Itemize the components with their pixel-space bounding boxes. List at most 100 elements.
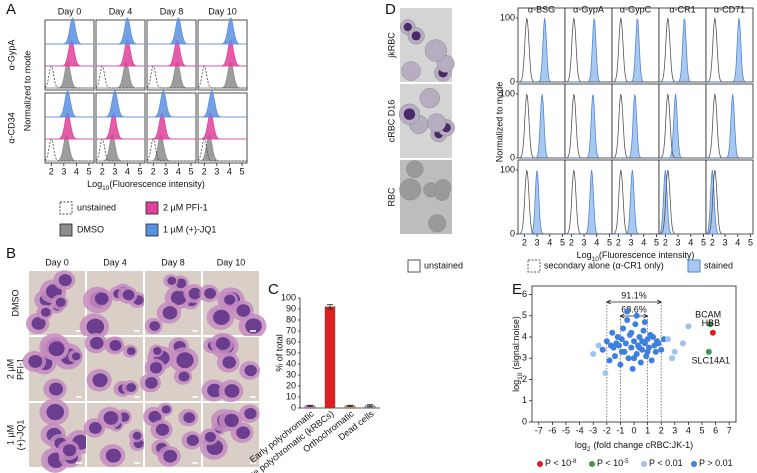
y-tick-label: 100	[500, 164, 515, 174]
x-tick-label: 5	[560, 237, 565, 247]
y-tick-label: 100	[500, 88, 515, 98]
x-tick-label: 3	[535, 237, 540, 247]
x-tick-label: 2	[522, 237, 527, 247]
x-axis-label: Log10(Fluorescence intensity)	[577, 250, 695, 262]
y-axis-label: % of total	[274, 334, 284, 372]
y-tick-label: 100	[500, 12, 515, 22]
y-tick-label: 70	[286, 325, 296, 335]
histogram-unstained	[518, 93, 565, 159]
cell	[406, 160, 424, 178]
nucleus	[170, 290, 187, 305]
nucleus	[105, 448, 122, 463]
legend-marker	[537, 461, 543, 467]
x-tick-label: 3	[214, 166, 219, 176]
x-tick-label: -1	[616, 425, 624, 435]
x-axis-label-base: Log	[577, 250, 592, 260]
nucleus	[183, 412, 196, 423]
x-tick-label: -4	[576, 425, 584, 435]
cell	[399, 178, 422, 201]
y-axis-label: Normalized to mode	[22, 51, 32, 132]
legend-label: stained	[704, 260, 733, 270]
histogram-unstained	[146, 138, 196, 162]
x-tick-label: 4	[547, 237, 552, 247]
micrograph	[22, 333, 86, 402]
legend-label: 2 µM PFI-1	[163, 202, 208, 212]
legend-label-text: P < 10	[545, 458, 571, 468]
error-bar	[367, 404, 373, 408]
nucleus	[132, 431, 142, 440]
point	[636, 344, 643, 351]
nucleus	[62, 444, 77, 457]
cell	[419, 88, 440, 109]
histogram	[45, 112, 94, 140]
nucleus	[28, 355, 43, 368]
point	[620, 325, 627, 332]
column-header: Day 8	[161, 257, 185, 267]
column-header: Day 10	[208, 6, 237, 16]
histogram-unstained	[706, 93, 753, 159]
nucleus	[86, 318, 105, 335]
nucleus	[109, 340, 122, 351]
nucleus	[148, 410, 162, 423]
x-tick-label: -5	[562, 425, 570, 435]
histogram	[147, 112, 196, 140]
histogram-unstained	[518, 169, 565, 235]
y-axis-label-rest: (signal:noise)	[511, 316, 521, 370]
histogram-unstained	[95, 138, 145, 162]
x-axis-label: Log10(Fluorescence intensity)	[87, 179, 205, 191]
x-tick-label: 2	[49, 166, 54, 176]
nucleus	[46, 403, 65, 421]
point	[644, 336, 651, 343]
micrograph	[84, 332, 144, 402]
legend-label: P < 10-5	[597, 458, 629, 468]
legend-label-sup: -8	[571, 459, 577, 465]
x-tick-label: 4	[688, 237, 693, 247]
legend-swatch	[59, 201, 73, 215]
histogram-frame	[146, 92, 197, 164]
histogram-unstained	[197, 138, 247, 162]
x-tick-label: 4	[641, 237, 646, 247]
x-tick-label: 5	[239, 166, 244, 176]
nucleus	[48, 382, 64, 396]
row-label: 2 µM	[5, 359, 15, 379]
micrograph	[399, 160, 452, 234]
point	[637, 359, 644, 366]
histogram-frame	[564, 83, 613, 159]
x-tick-label: -2	[603, 425, 611, 435]
x-axis-label-base: log	[575, 440, 587, 450]
bar	[324, 306, 336, 409]
x-tick-label: 3	[672, 425, 677, 435]
x-tick-label: -3	[589, 425, 597, 435]
histogram	[96, 39, 145, 67]
x-tick-label: 5	[699, 425, 704, 435]
histogram-frame	[564, 7, 613, 83]
cell	[427, 113, 447, 133]
point	[624, 308, 631, 315]
column-header: Day 0	[58, 6, 82, 16]
x-tick-label: 4	[735, 237, 740, 247]
legend-swatch	[687, 259, 701, 273]
x-tick-label: 4	[125, 166, 130, 176]
point	[625, 355, 632, 362]
histogram-unstained	[146, 65, 196, 89]
nucleus	[149, 321, 161, 331]
legend-swatch	[145, 201, 159, 215]
x-tick-label: 4	[686, 425, 691, 435]
histogram-unstained	[612, 169, 659, 235]
y-tick-label: 6	[522, 289, 527, 299]
point	[654, 338, 661, 345]
y-tick-label: 10	[286, 391, 296, 401]
x-axis-label-sub: 10	[592, 256, 600, 263]
histogram	[147, 39, 196, 67]
row-label: RBC	[386, 187, 396, 207]
legend-swatch	[59, 223, 73, 237]
nucleus	[94, 292, 109, 305]
micrograph	[143, 402, 202, 468]
histogram-unstained	[197, 65, 247, 89]
point	[590, 351, 597, 357]
point	[669, 355, 676, 362]
point	[705, 348, 712, 355]
histogram-unstained	[659, 17, 706, 83]
legend-label: DMSO	[77, 224, 104, 234]
